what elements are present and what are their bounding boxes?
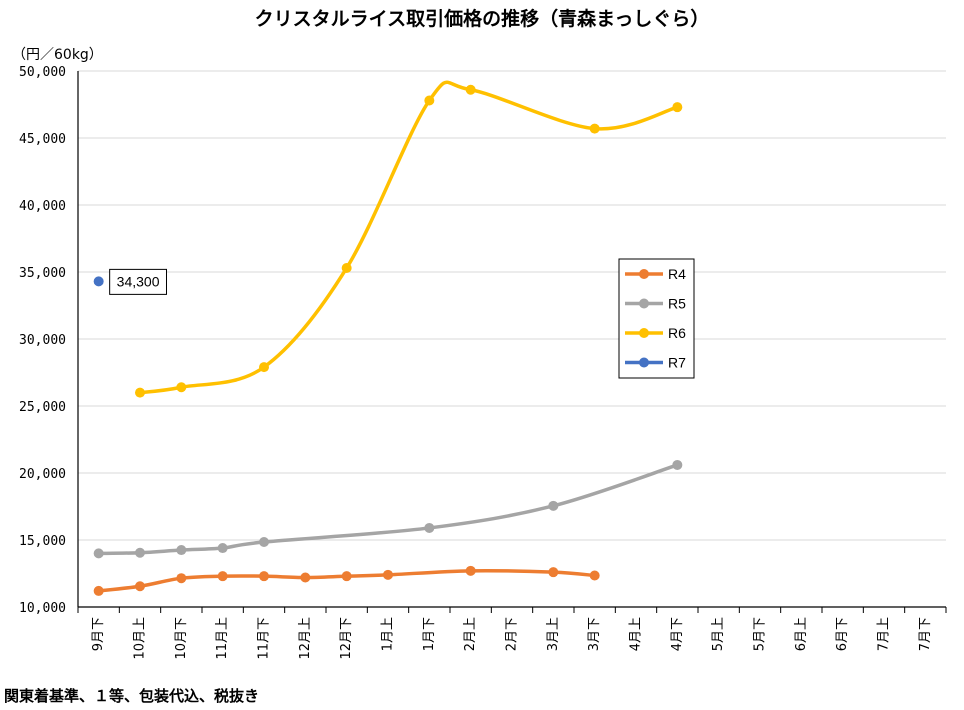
legend-swatch-marker xyxy=(639,328,649,338)
y-tick-label: 20,000 xyxy=(19,467,66,482)
data-point-r5 xyxy=(259,537,269,548)
x-tick-label: 4月下 xyxy=(670,617,685,651)
series-group xyxy=(93,80,683,596)
data-point-r6 xyxy=(176,382,187,393)
data-point-r5 xyxy=(93,548,104,559)
data-point-r6 xyxy=(424,95,435,106)
data-point-r5 xyxy=(672,459,683,470)
footnote: 関東着基準、１等、包装代込、税抜き xyxy=(4,687,260,705)
x-tick-label: 5月下 xyxy=(753,617,768,651)
data-labels: 34,300 xyxy=(109,268,167,295)
axes: 10,000 15,000 20,000 25,000 30,000 35,000 40,0… xyxy=(19,65,947,660)
x-tick-label: 9月下 xyxy=(91,617,106,651)
data-point-r4 xyxy=(383,569,393,580)
gridlines xyxy=(78,70,946,608)
x-tick-label: 12月下 xyxy=(339,617,354,660)
data-label-frame xyxy=(109,268,167,295)
y-tick-label: 15,000 xyxy=(19,534,66,549)
series-line-r6 xyxy=(138,80,680,395)
data-point-r4 xyxy=(589,570,600,581)
x-tick-label: 10月下 xyxy=(174,617,189,660)
data-point-r4 xyxy=(341,571,352,582)
data-point-r5 xyxy=(176,545,187,556)
x-tick-label: 7月下 xyxy=(918,617,933,651)
data-point-r4 xyxy=(217,571,228,582)
x-tick-label: 11月上 xyxy=(215,617,230,660)
x-tick-label: 1月上 xyxy=(381,617,396,651)
x-tick-label: 7月上 xyxy=(877,617,892,651)
data-point-r4 xyxy=(135,581,145,592)
data-point-r4 xyxy=(93,585,104,596)
x-tick-label: 12月上 xyxy=(298,617,313,660)
legend-label: R6 xyxy=(668,325,686,341)
legend-swatch-marker xyxy=(639,357,649,368)
data-label: 34,300 xyxy=(117,273,160,289)
legend-label: R5 xyxy=(668,296,686,312)
data-point-r5 xyxy=(135,547,145,558)
data-point-r6 xyxy=(259,362,269,373)
legend-label: R4 xyxy=(668,266,686,282)
y-tick-label: 25,000 xyxy=(19,400,66,415)
data-point-r4 xyxy=(548,567,559,578)
data-point-r6 xyxy=(672,102,683,113)
data-point-r4 xyxy=(176,573,187,584)
x-tick-label: 6月下 xyxy=(835,617,850,651)
legend: R4 R5 R6 R7 xyxy=(618,258,695,379)
legend-swatch-marker xyxy=(639,269,649,279)
x-tick-label: 3月下 xyxy=(587,617,602,651)
data-point-r4 xyxy=(300,572,311,583)
y-tick-label: 35,000 xyxy=(19,266,66,281)
x-tick-label: 2月下 xyxy=(505,617,520,651)
data-point-r6 xyxy=(589,123,600,134)
x-tick-label: 5月上 xyxy=(711,617,726,651)
x-tick-label: 6月上 xyxy=(794,617,809,651)
data-point-r5 xyxy=(548,500,559,511)
data-point-r4 xyxy=(259,571,269,582)
x-tick-label: 1月下 xyxy=(422,617,437,651)
data-point-r7 xyxy=(93,276,104,287)
data-point-r6 xyxy=(135,387,145,398)
x-tick-label: 10月上 xyxy=(133,617,148,660)
data-point-r6 xyxy=(465,84,476,95)
y-tick-label: 45,000 xyxy=(19,132,66,147)
legend-box xyxy=(618,258,695,379)
data-point-r5 xyxy=(217,543,228,554)
series-line-r4 xyxy=(96,568,597,593)
data-point-r6 xyxy=(341,262,352,273)
legend-swatch-marker xyxy=(639,298,649,309)
data-point-r5 xyxy=(424,522,435,533)
chart-title: クリスタルライス取引価格の推移（青森まっしぐら） xyxy=(254,8,710,30)
x-tick-label: 3月上 xyxy=(546,617,561,651)
y-tick-label: 40,000 xyxy=(19,199,66,214)
x-tick-label: 11月下 xyxy=(257,617,272,660)
legend-label: R7 xyxy=(668,355,686,371)
data-label-box: 34,300 xyxy=(109,268,167,295)
y-tick-label: 50,000 xyxy=(19,65,66,80)
data-point-r4 xyxy=(465,565,476,576)
x-tick-label: 4月上 xyxy=(629,617,644,651)
y-tick-label: 30,000 xyxy=(19,333,66,348)
x-tick-label: 2月上 xyxy=(463,617,478,651)
y-tick-label: 10,000 xyxy=(19,601,66,616)
y-axis-unit-label: （円／60kg） xyxy=(12,47,103,63)
